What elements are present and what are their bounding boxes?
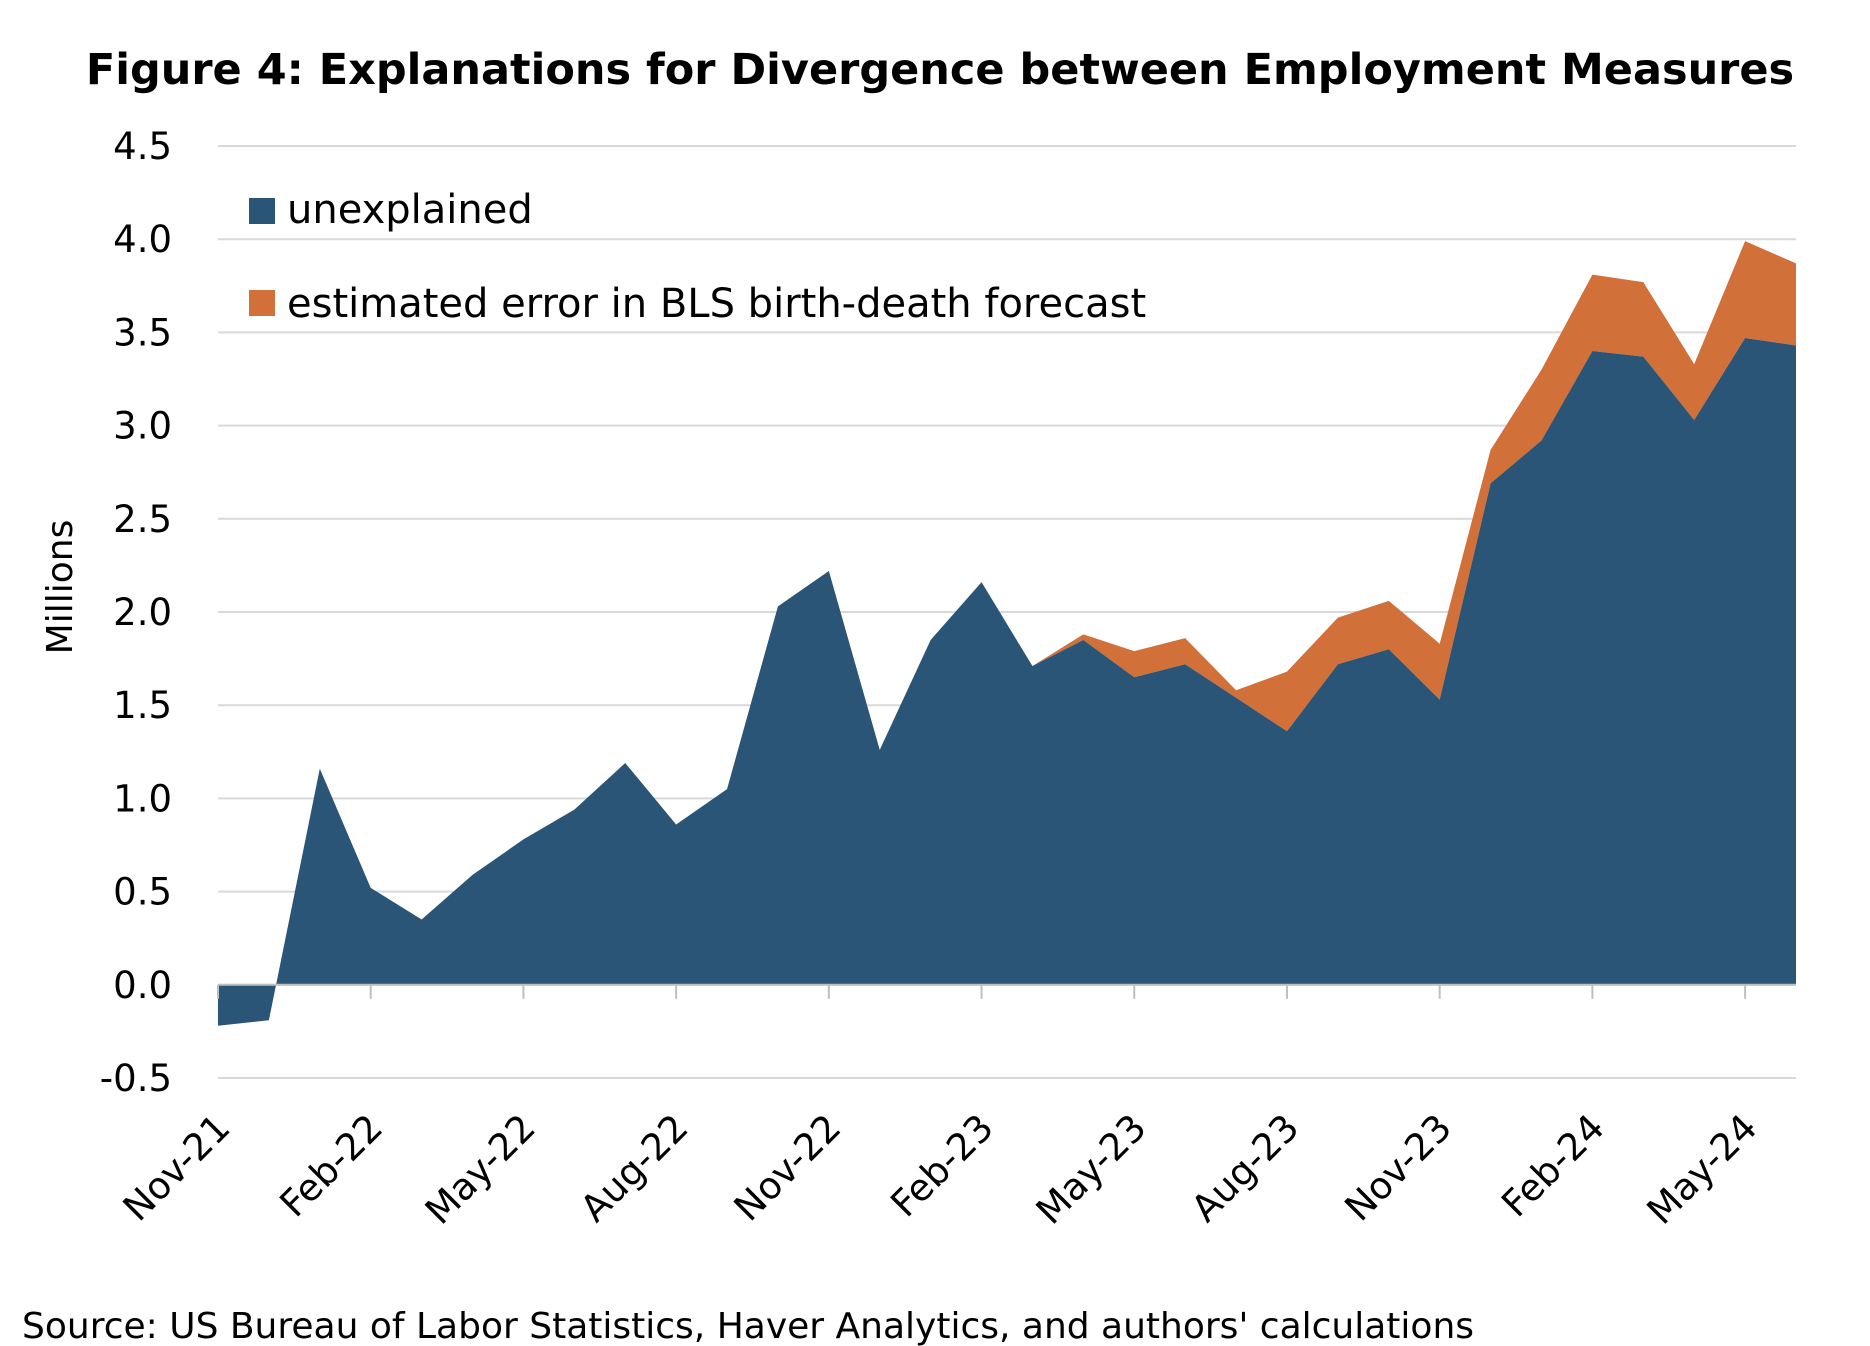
- x-tick-label: Nov-21: [115, 1106, 239, 1230]
- x-tick-label: May-22: [417, 1106, 544, 1233]
- legend-swatch-unexplained: [249, 198, 275, 224]
- axes: [217, 983, 1796, 999]
- x-tick-label: Feb-24: [1493, 1106, 1612, 1225]
- y-tick-label: 0.5: [113, 871, 172, 914]
- chart-title: Figure 4: Explanations for Divergence be…: [86, 45, 1794, 95]
- x-tick-label: Aug-22: [572, 1106, 696, 1230]
- y-tick-label: 1.0: [113, 777, 172, 820]
- legend-swatch-bd-error: [249, 290, 275, 316]
- x-tick-label: Aug-23: [1183, 1106, 1307, 1230]
- x-tick-label: Feb-22: [272, 1106, 391, 1225]
- area-bd-error: [218, 241, 1796, 1026]
- x-tick-label: Feb-23: [882, 1106, 1001, 1225]
- x-tick-label: May-23: [1028, 1106, 1155, 1233]
- y-tick-label: 0.0: [113, 964, 172, 1007]
- y-tick-label: -0.5: [100, 1057, 172, 1100]
- y-tick-label: 2.5: [113, 498, 172, 541]
- x-tick-labels: Nov-21 Feb-22 May-22 Aug-22 Nov-22 Feb-23 May-…: [115, 1106, 1766, 1233]
- y-tick-label: 4.5: [113, 125, 172, 168]
- x-tick-label: Nov-22: [726, 1106, 850, 1230]
- area-unexplained: [218, 337, 1796, 1026]
- y-tick-label: 4.0: [113, 218, 172, 261]
- y-axis-label: Millions: [40, 520, 81, 655]
- x-tick-label: Nov-23: [1337, 1106, 1461, 1230]
- legend-label-bd-error: estimated error in BLS birth-death forec…: [287, 281, 1146, 327]
- y-tick-label: 2.0: [113, 591, 172, 634]
- y-tick-labels: 4.5 4.0 3.5 3.0 2.5 2.0 1.5 1.0 0.5 0.0 -0.5: [100, 125, 172, 1100]
- y-tick-label: 1.5: [113, 684, 172, 727]
- y-tick-label: 3.5: [113, 311, 172, 354]
- plot-areas: [218, 241, 1796, 1026]
- legend-label-unexplained: unexplained: [287, 187, 533, 233]
- x-tick-label: May-24: [1639, 1106, 1766, 1233]
- y-tick-label: 3.0: [113, 405, 172, 448]
- legend: unexplained estimated error in BLS birth…: [249, 187, 1146, 327]
- source-note: Source: US Bureau of Labor Statistics, H…: [22, 1306, 1474, 1346]
